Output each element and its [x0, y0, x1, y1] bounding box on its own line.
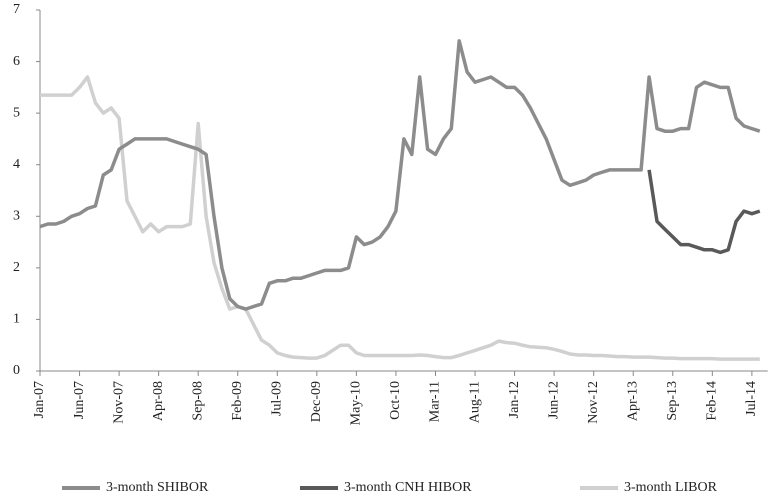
y-tick-label: 5 — [13, 105, 20, 120]
y-tick-label: 0 — [13, 363, 20, 378]
x-tick-label: Jan-12 — [507, 381, 522, 418]
x-tick-label: Mar-11 — [428, 381, 443, 422]
series-line — [39, 39, 761, 311]
x-tick-label: May-10 — [349, 381, 364, 425]
legend-label: 3-month CNH HIBOR — [344, 480, 472, 495]
x-tick-label: Apr-13 — [625, 381, 640, 421]
x-tick-label: Feb-09 — [230, 381, 245, 421]
y-tick-label: 7 — [13, 2, 20, 17]
y-tick-label: 2 — [13, 260, 20, 275]
x-tick-label: Jun-07 — [72, 381, 87, 419]
legend-label: 3-month SHIBOR — [106, 480, 209, 495]
y-tick-label: 4 — [13, 157, 20, 172]
x-tick-label: Feb-14 — [705, 381, 720, 421]
y-tick-label: 6 — [13, 54, 20, 69]
x-tick-label: Nov-12 — [586, 381, 601, 424]
y-tick-label: 3 — [13, 209, 20, 224]
x-tick-label: Apr-08 — [151, 381, 166, 421]
y-tick-label: 1 — [13, 312, 20, 327]
x-tick-label: Jun-12 — [546, 381, 561, 419]
x-tick-label: Aug-11 — [467, 381, 482, 423]
x-tick-label: Nov-07 — [111, 381, 126, 424]
x-tick-label: Sep-13 — [665, 381, 680, 421]
series-line — [647, 169, 761, 255]
x-tick-label: Sep-08 — [190, 381, 205, 421]
x-tick-label: Jul-14 — [744, 381, 759, 416]
x-tick-label: Jul-09 — [270, 381, 285, 416]
x-tick-label: Oct-10 — [388, 381, 403, 420]
series-line — [40, 75, 760, 361]
x-tick-label: Jan-07 — [32, 381, 47, 418]
x-tick-label: Dec-09 — [309, 381, 324, 422]
legend-label: 3-month LIBOR — [624, 480, 718, 495]
